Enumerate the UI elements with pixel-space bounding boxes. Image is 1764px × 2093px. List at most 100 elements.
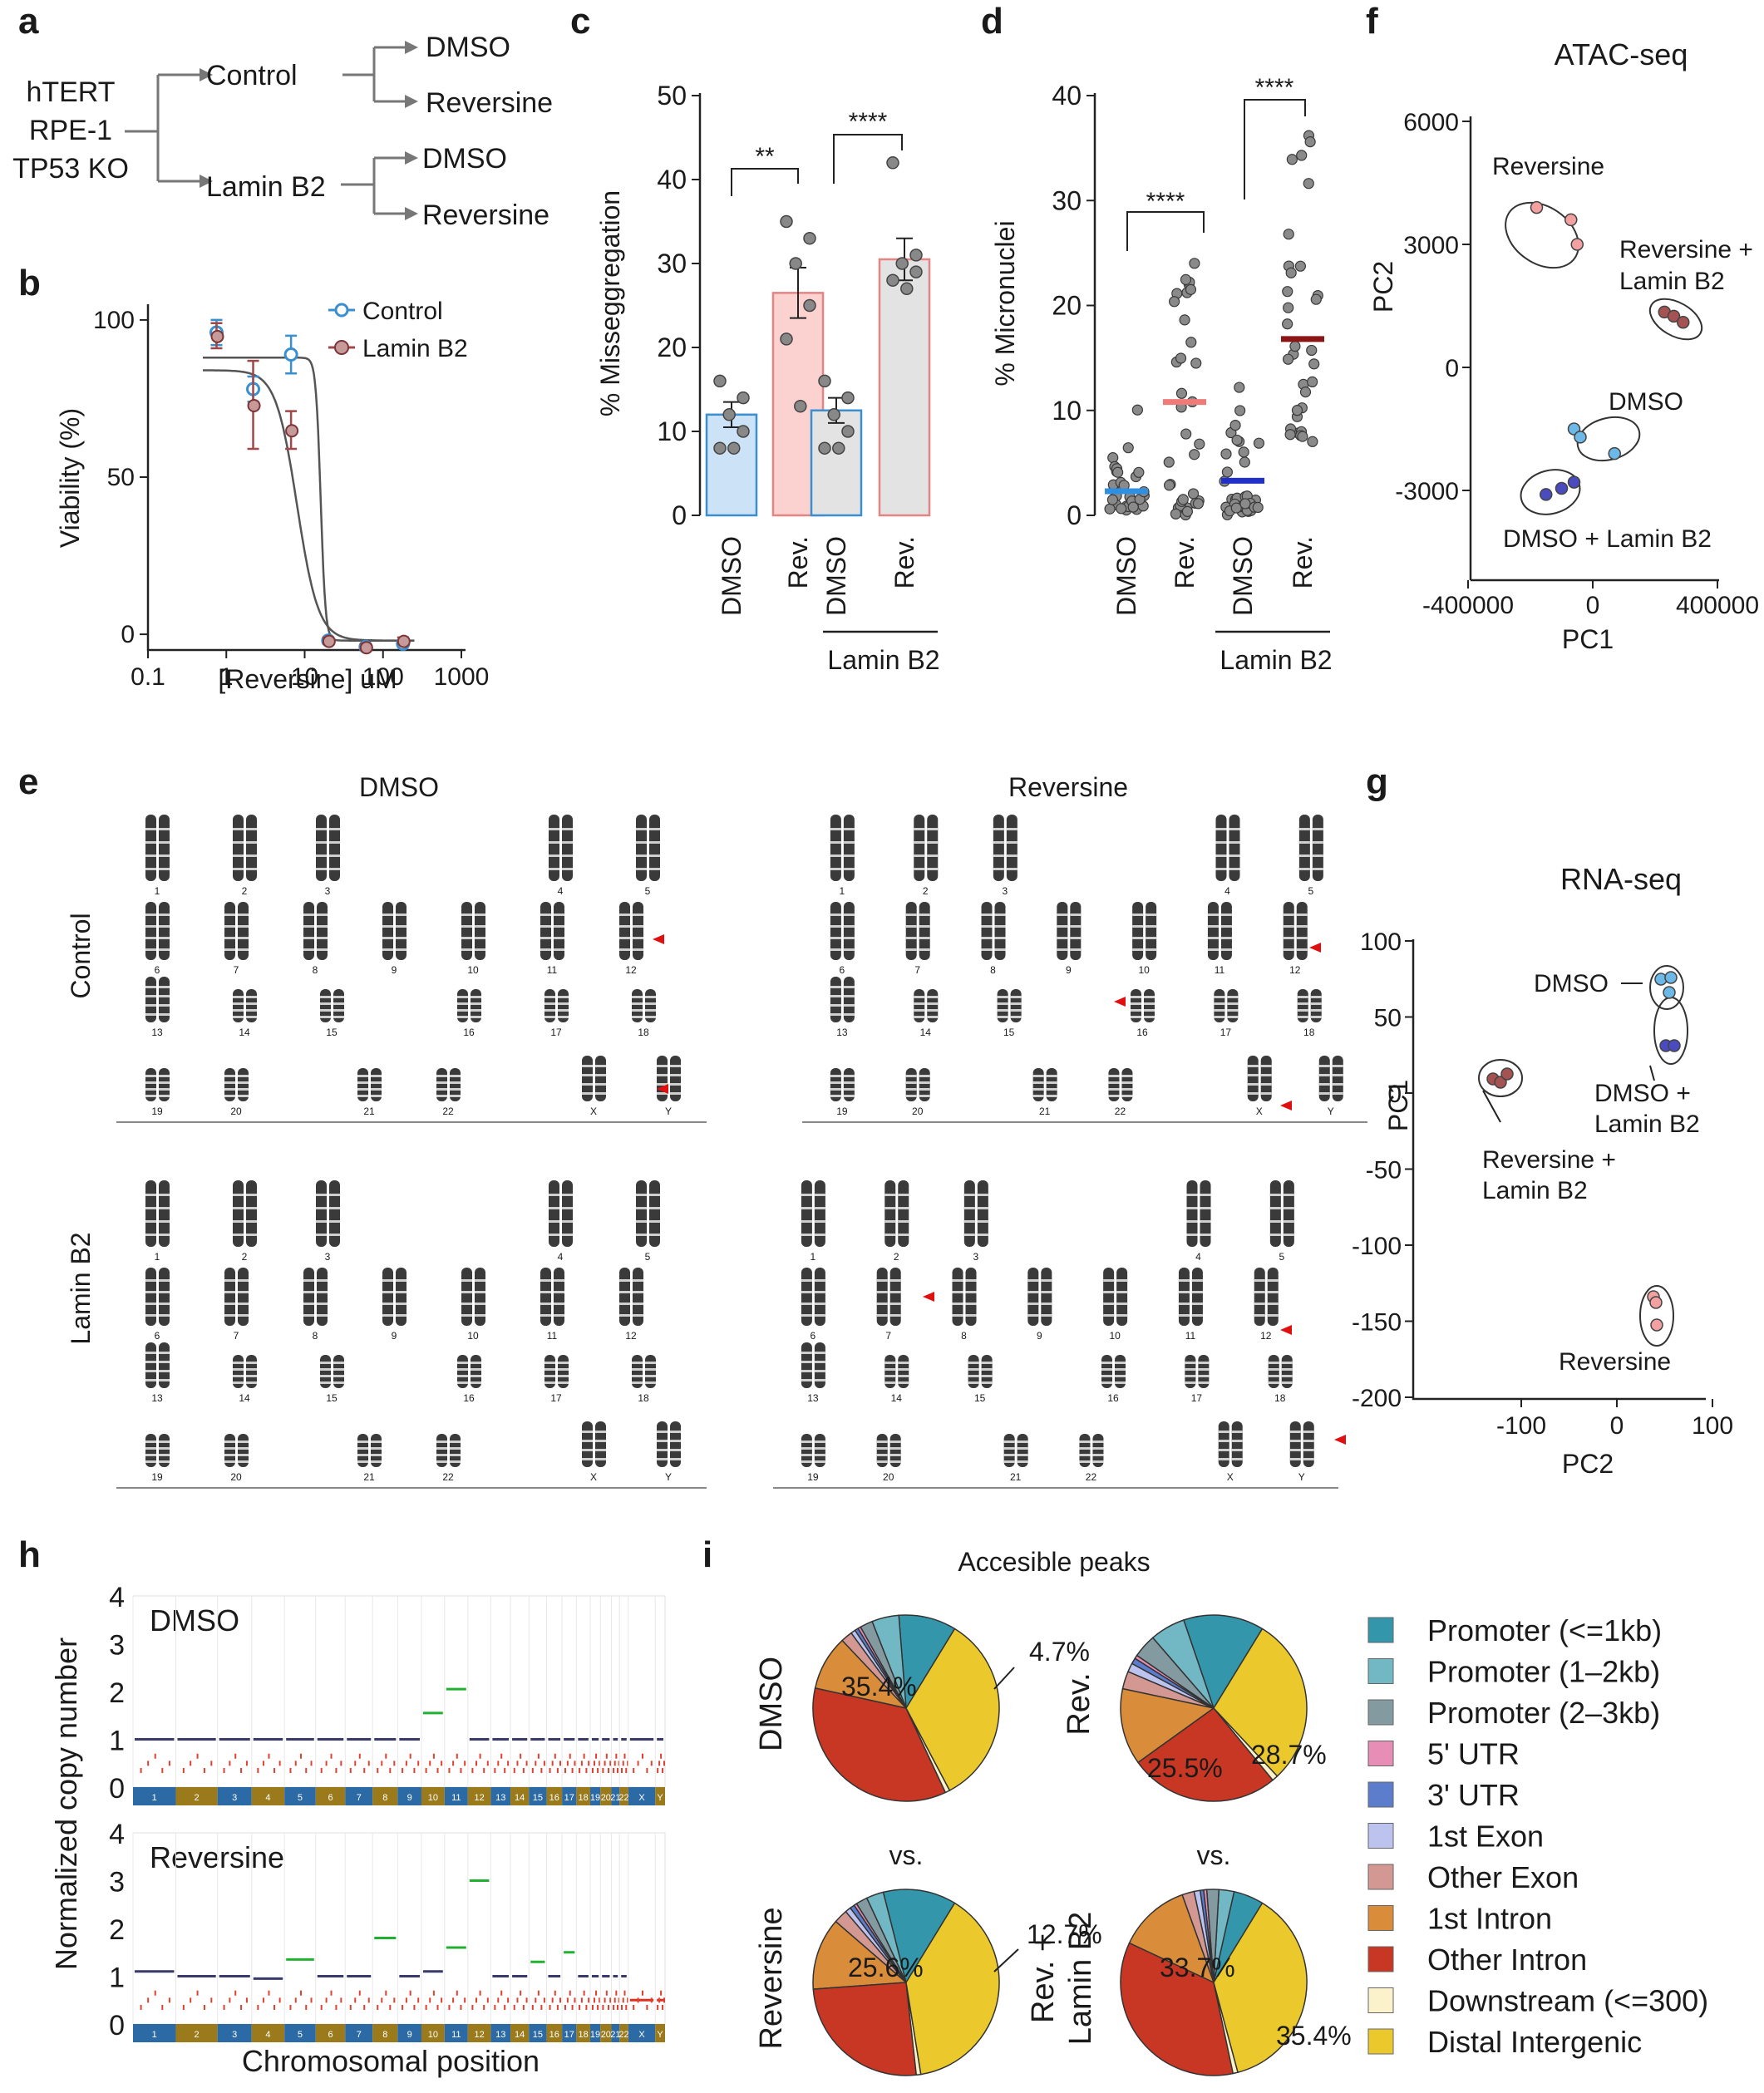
i-pie-slice [812,1920,908,1990]
e-chromosome-band [645,996,656,998]
h-chrom-label: 21 [610,1793,620,1803]
e-col-title-rev: Reversine [1008,772,1128,802]
h-dropout [377,1768,379,1773]
e-chromosome-band [1116,1303,1128,1305]
e-chromosome-band [1254,1279,1265,1282]
e-chromosome-band [1186,1220,1198,1223]
e-chromosome-band [619,948,630,951]
e-chromosome-band [396,925,407,928]
e-chromosome-band [649,868,660,870]
h-chrom-bar [576,1787,590,1805]
h-chrom-label: 16 [549,2030,559,2040]
e-chromosome-band [619,1303,630,1305]
e-chromosome-band [1185,1375,1196,1377]
c-point [909,265,923,278]
h-dropout [381,1997,383,2003]
h-dropout [588,1761,590,1766]
e-chromosome-band [843,868,855,870]
e-chromosome-band [595,1449,606,1451]
e-chromosome-band [1079,1454,1091,1456]
d-point [1106,494,1119,505]
e-chromosome-band [1268,1368,1279,1371]
e-chrom-label: 2 [923,885,929,897]
h-dropout [597,2005,599,2010]
e-chromosome [145,902,156,960]
f-point [1564,213,1578,227]
h-chrom-bar [510,1787,530,1805]
h-dropout [625,2005,628,2010]
d-point [1303,178,1314,190]
h-chrom-label: 17 [564,2030,574,2040]
e-chromosome-band [1132,925,1144,928]
e-chromosome [830,815,841,881]
e-chromosome-band [1103,1279,1115,1282]
f-point [1530,200,1544,214]
e-chromosome [540,1268,551,1326]
c-point [841,391,855,405]
e-chromosome-band [814,1361,825,1363]
e-chromosome-band [919,937,930,939]
e-chromosome-band [246,841,257,844]
e-chrom-label: 11 [547,964,558,976]
i-legend-swatch [1367,1987,1394,2013]
c-bars: DMSO Rev. DMSO Rev. [705,156,931,616]
treat-rev-2: Reversine [422,199,549,231]
e-chrom-label: 2 [242,885,248,897]
h-dropout [543,1997,545,2003]
h-dropout [448,2005,451,2010]
e-chromosome-band [224,1454,235,1456]
e-chromosome-band [1003,1460,1015,1463]
e-chromosome-band [889,1447,901,1450]
e-chromosome-band [396,948,407,951]
h-dropout [608,1768,610,1773]
e-chromosome [554,1268,564,1326]
e-chromosome-band [1298,854,1310,857]
e-chromosome-band [382,937,393,939]
e-chromosome-band [657,1431,668,1433]
e-chromosome-band [636,1207,647,1209]
e-chromosome-band [471,1009,481,1012]
e-chromosome-band [1260,1074,1272,1076]
e-chromosome-band [246,854,257,857]
e-chromosome-band [303,1291,314,1293]
e-chromosome-band [1041,1314,1052,1317]
h-track-title: Reversine [150,1840,284,1874]
e-chrom-label: 21 [363,1106,375,1117]
e-chromosome-band [554,1279,564,1282]
e-chromosome-band [246,1009,257,1012]
e-chromosome-band [558,996,569,998]
i-legend-swatch [1367,2028,1394,2055]
h-dropout [330,1753,333,1759]
e-chromosome [919,902,930,960]
h-dropout [564,1768,566,1773]
group-control: Control [206,60,298,91]
e-chromosome-band [595,1083,606,1086]
h-dropout [257,2005,259,2010]
d-point [1282,286,1293,298]
h-dropout [566,1997,569,2003]
e-chromosome-band [801,1447,812,1450]
e-chrom-label: 11 [1185,1330,1196,1342]
e-chromosome-band [632,1375,643,1377]
g-xtick-label: 0 [1610,1412,1624,1440]
e-chromosome-band [317,925,328,928]
e-chromosome-band [396,1291,407,1293]
e-chromosome-band [633,914,643,916]
e-chromosome-band [540,925,551,928]
e-chromosome-band [914,996,925,998]
d-point [1194,438,1205,450]
e-chromosome-band [1207,925,1219,928]
e-chromosome-band [371,1088,382,1091]
e-chromosome-band [145,1095,156,1097]
e-chromosome-band [801,1454,812,1456]
e-chrom-label: X [1227,1471,1234,1483]
d-point [1177,494,1189,505]
g-title: RNA-seq [1560,862,1682,896]
e-chromosome [1312,815,1323,881]
h-ytick-label: 3 [109,1867,125,1898]
e-chromosome-band [246,1220,257,1223]
e-chromosome-band [329,1234,340,1236]
g-ytick-label: -100 [1352,1233,1402,1260]
panel-g-chart: RNA-seq PC1 PC2 100500-50-100-150-200-10… [1352,862,1733,1479]
